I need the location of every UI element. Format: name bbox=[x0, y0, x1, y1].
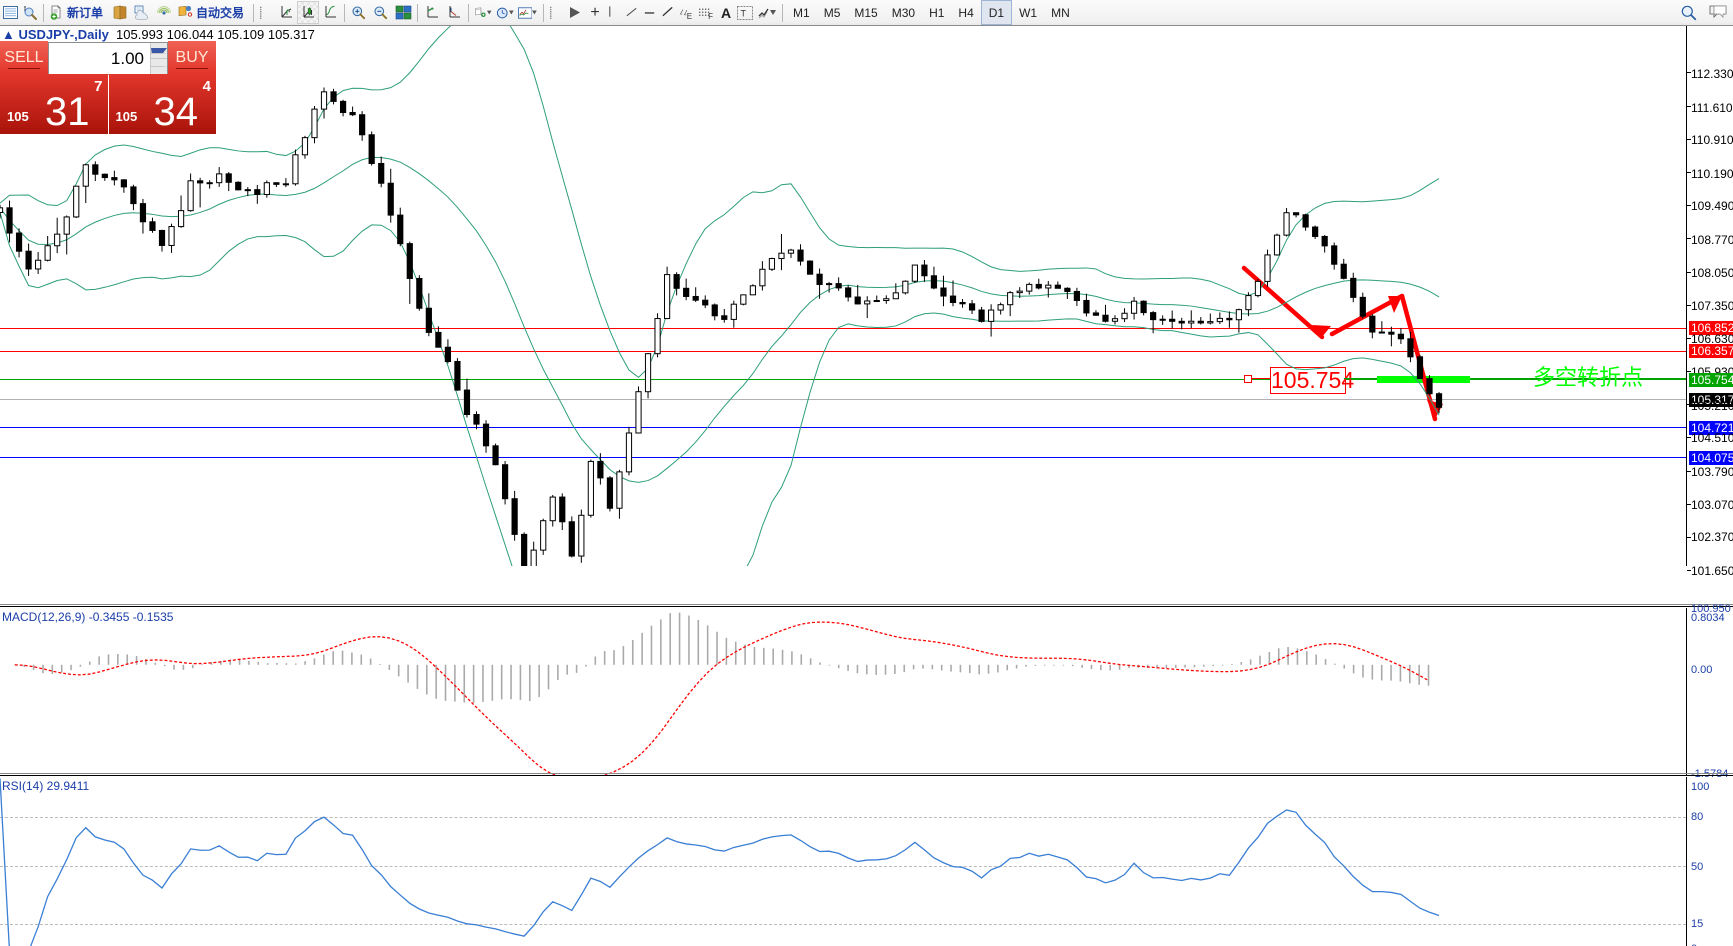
svg-text:T: T bbox=[741, 8, 747, 18]
